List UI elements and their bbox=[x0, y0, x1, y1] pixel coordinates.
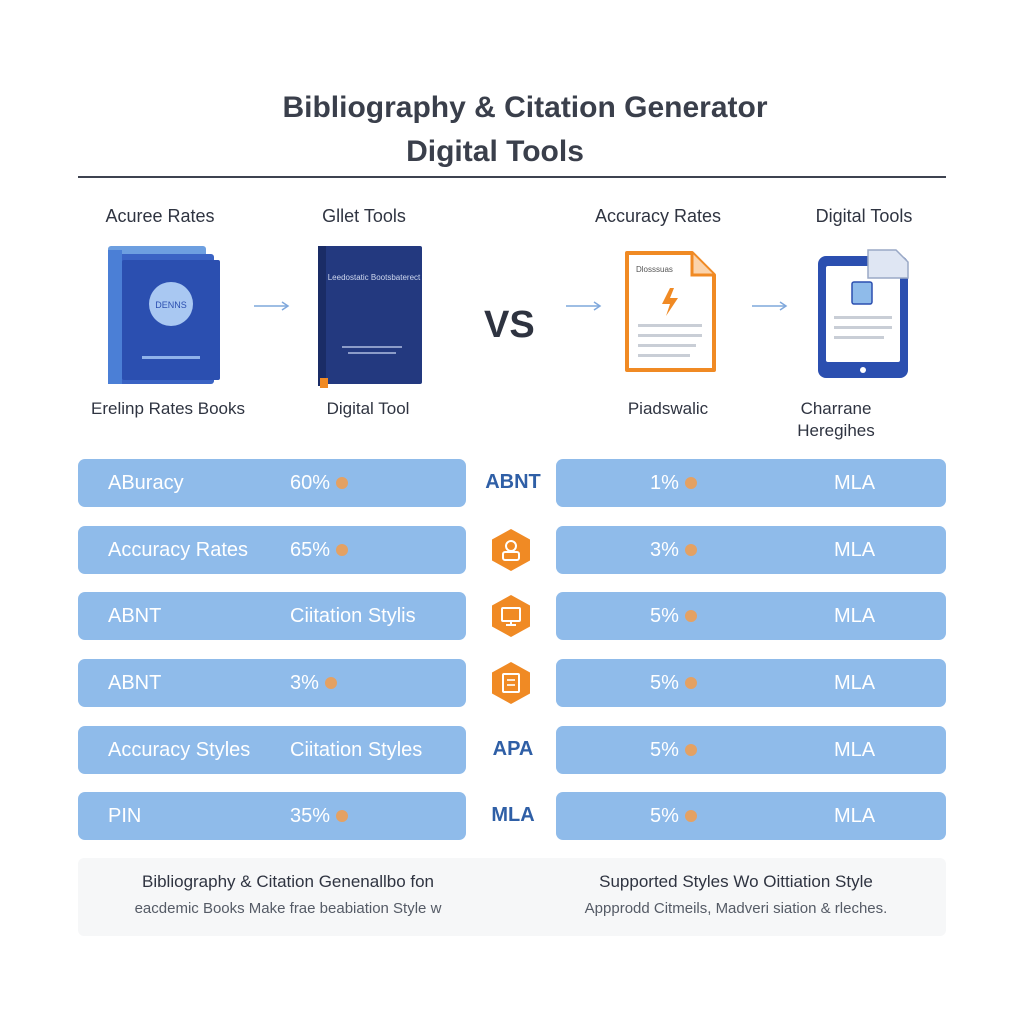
row-style-label: MLA bbox=[491, 804, 535, 826]
title-line-2: Digital Tools bbox=[406, 135, 584, 168]
row-right-style: MLA bbox=[834, 739, 876, 761]
column-caption-2: Digital Tool bbox=[326, 399, 410, 418]
books-stack-icon: DENNS bbox=[108, 246, 220, 384]
row-left-label: Accuracy Styles bbox=[108, 739, 251, 761]
row-right-value: 5% bbox=[650, 592, 697, 640]
row-right-value: 1% bbox=[650, 459, 697, 507]
row-left-value-text: Ciitation Styles bbox=[290, 739, 423, 761]
book-badge-text: DENNS bbox=[155, 300, 187, 310]
arrow-right-icon bbox=[254, 301, 290, 311]
arrow-right-icon bbox=[752, 301, 788, 311]
arrow-right-icon bbox=[566, 301, 602, 311]
row-left-value-text: 35% bbox=[290, 805, 331, 827]
row-left-label: Accuracy Rates bbox=[108, 539, 249, 561]
row-right-style: MLA bbox=[834, 672, 876, 694]
row-left-label: ABuracy bbox=[108, 472, 184, 494]
row-left-label: ABNT bbox=[108, 605, 162, 627]
row-right-value: 3% bbox=[650, 526, 697, 574]
title-divider bbox=[78, 176, 946, 178]
row-right-style: MLA bbox=[834, 472, 876, 494]
footer-left-subtitle: eacdemic Books Make frae beabiation Styl… bbox=[134, 900, 442, 917]
document-icon: Dlosssuas bbox=[625, 251, 716, 372]
table-row-right: 1% MLA bbox=[556, 459, 946, 507]
row-right-value-text: 5% bbox=[650, 672, 679, 694]
table-row-left: ABNT Ciitation Stylis bbox=[78, 592, 466, 640]
person-hex-icon bbox=[492, 529, 530, 571]
row-left-label: ABNT bbox=[108, 672, 162, 694]
row-right-style: MLA bbox=[834, 805, 876, 827]
row-right-value: 5% bbox=[650, 659, 697, 707]
column-label-4: Digital Tools bbox=[815, 206, 913, 226]
table-row-right: 5% MLA bbox=[556, 726, 946, 774]
row-left-value: Ciitation Styles bbox=[290, 726, 422, 774]
table-row-right: 5% MLA bbox=[556, 792, 946, 840]
footer-right-title: Supported Styles Wo Oittiation Style bbox=[599, 872, 873, 891]
table-row-left: ABuracy 60% bbox=[78, 459, 466, 507]
coin-icon bbox=[684, 677, 697, 689]
row-right-value-text: 5% bbox=[650, 739, 679, 761]
column-label-1: Acuree Rates bbox=[105, 206, 215, 226]
column-label-3: Accuracy Rates bbox=[594, 206, 722, 226]
coin-icon bbox=[336, 544, 349, 556]
row-left-label: PIN bbox=[108, 805, 142, 827]
row-right-value-text: 5% bbox=[650, 605, 679, 627]
document-hex-icon bbox=[492, 662, 530, 704]
tablet-icon bbox=[818, 249, 909, 378]
row-left-value: 65% bbox=[290, 526, 349, 574]
table-row-right: 5% MLA bbox=[556, 659, 946, 707]
row-right-style: MLA bbox=[834, 605, 876, 627]
table-row-left: PIN 35% bbox=[78, 792, 466, 840]
row-right-style: MLA bbox=[834, 539, 876, 561]
row-left-value: Ciitation Stylis bbox=[290, 592, 416, 640]
row-style-label: ABNT bbox=[485, 471, 541, 493]
table-row-left: Accuracy Rates 65% bbox=[78, 526, 466, 574]
coin-icon bbox=[684, 544, 697, 556]
coin-icon bbox=[684, 477, 697, 489]
row-left-value-text: 3% bbox=[290, 672, 319, 694]
title-line-1: Bibliography & Citation Generator bbox=[282, 91, 768, 124]
footer-right-subtitle: Appprodd Citmeils, Madveri siation & rle… bbox=[584, 900, 888, 917]
row-left-value: 60% bbox=[290, 459, 349, 507]
footer-panel: Bibliography & Citation Genenallbo fon e… bbox=[78, 858, 946, 936]
column-label-2: Gllet Tools bbox=[322, 206, 406, 226]
coin-icon bbox=[324, 677, 337, 689]
column-caption-4: Charrane Heregihes bbox=[797, 399, 875, 440]
row-right-value-text: 3% bbox=[650, 539, 679, 561]
coin-icon bbox=[336, 477, 349, 489]
coin-icon bbox=[684, 610, 697, 622]
monitor-hex-icon bbox=[492, 595, 530, 637]
table-row-left: Accuracy Styles Ciitation Styles bbox=[78, 726, 466, 774]
column-caption-1: Erelinp Rates Books bbox=[90, 399, 246, 418]
page-title: Bibliography & Citation Generator Digita… bbox=[0, 86, 1024, 174]
table-row-right: 3% MLA bbox=[556, 526, 946, 574]
row-right-value: 5% bbox=[650, 726, 697, 774]
row-left-value: 35% bbox=[290, 792, 349, 840]
book-icon: Leedostatic Bootsbaterect bbox=[318, 246, 422, 388]
coin-icon bbox=[336, 810, 349, 822]
row-right-value: 5% bbox=[650, 792, 697, 840]
footer-left-title: Bibliography & Citation Genenallbo fon bbox=[141, 872, 435, 891]
row-left-value-text: Ciitation Stylis bbox=[290, 605, 416, 627]
table-row-left: ABNT 3% bbox=[78, 659, 466, 707]
column-caption-3: Piadswalic bbox=[627, 399, 709, 418]
versus-label: VS bbox=[484, 304, 535, 346]
row-style-label: APA bbox=[492, 738, 534, 760]
row-left-value-text: 65% bbox=[290, 539, 331, 561]
table-row-right: 5% MLA bbox=[556, 592, 946, 640]
coin-icon bbox=[684, 744, 697, 756]
row-right-value-text: 1% bbox=[650, 472, 679, 494]
row-right-value-text: 5% bbox=[650, 805, 679, 827]
row-left-value: 3% bbox=[290, 659, 337, 707]
document-title-text: Dlosssuas bbox=[636, 265, 673, 274]
coin-icon bbox=[684, 810, 697, 822]
book-title-text: Leedostatic Bootsbaterect bbox=[328, 273, 421, 282]
row-left-value-text: 60% bbox=[290, 472, 331, 494]
